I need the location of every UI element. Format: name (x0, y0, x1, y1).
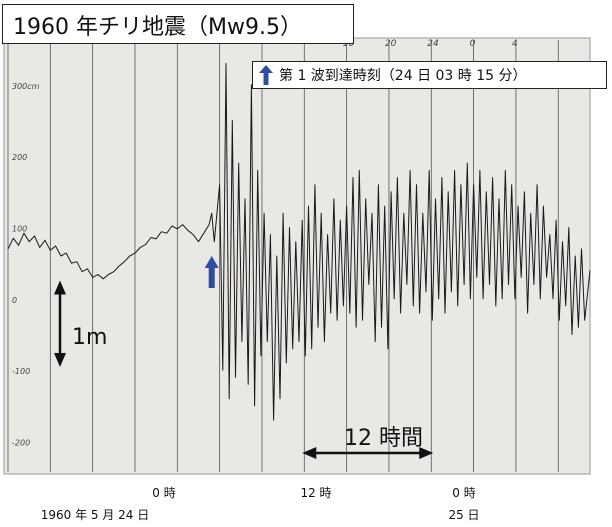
top-tick-labels: 16 20 24 0 4 (343, 39, 518, 49)
twelve-hour-duration-bar (302, 447, 434, 459)
up-arrow-icon (204, 256, 219, 288)
y-tick-label: 0 (12, 296, 17, 305)
y-tick-labels: 300cm 200 100 0 -100 -200 (12, 82, 40, 448)
chart-title: 1960 年チリ地震（Mw9.5） (2, 4, 354, 44)
up-arrow-icon (259, 65, 273, 85)
top-tick-label: 16 (343, 39, 355, 49)
top-tick-label: 0 (470, 39, 476, 49)
time-gridlines (7, 40, 559, 472)
first-wave-arrow (204, 256, 219, 288)
top-tick-label: 20 (385, 39, 397, 49)
y-tick-label: -100 (12, 367, 30, 376)
legend-label: 第 1 波到達時刻（24 日 03 時 15 分） (279, 68, 527, 84)
scale-bar-label: 1m (72, 325, 108, 350)
top-tick-label: 24 (427, 39, 439, 49)
y-tick-label: 200 (12, 153, 27, 162)
x-label-12h: 12 時 (300, 486, 332, 500)
duration-label: 12 時間 (344, 426, 423, 451)
y-tick-label: 100 (12, 224, 27, 233)
y-tick-label: -200 (12, 438, 30, 447)
date-label-25: 25 日 (448, 508, 480, 522)
legend: 第 1 波到達時刻（24 日 03 時 15 分） (252, 61, 607, 89)
date-label-1960-05-24: 1960 年 5 月 24 日 (40, 508, 150, 522)
tide-trace (7, 62, 591, 421)
top-tick-label: 4 (512, 39, 518, 49)
one-meter-scale-bar (54, 280, 66, 367)
record-paper (3, 37, 591, 475)
y-tick-label: 300cm (12, 82, 40, 91)
x-label-24h: 0 時 (452, 486, 476, 500)
x-label-0h: 0 時 (152, 486, 176, 500)
